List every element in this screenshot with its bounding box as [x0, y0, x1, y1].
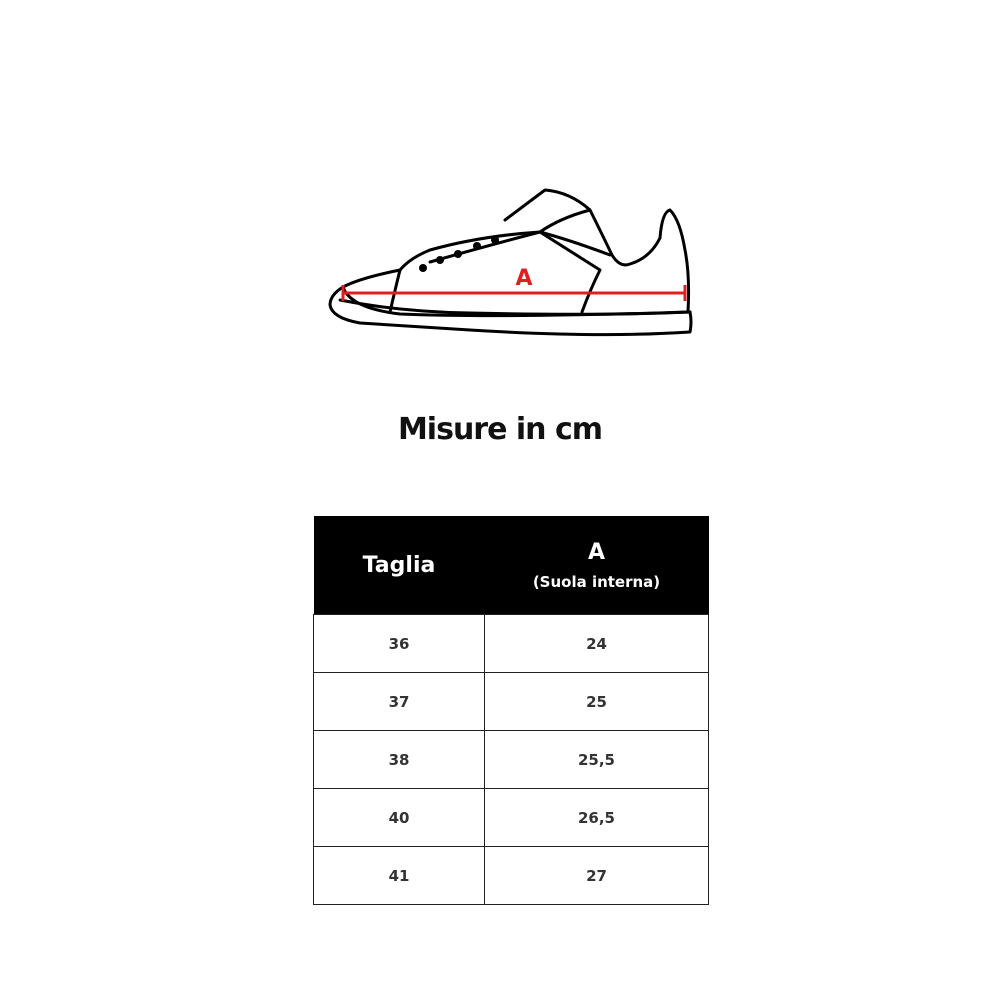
table-row: 38 25,5	[313, 730, 709, 789]
measure-a-line	[341, 285, 687, 301]
size-cell: 38	[313, 730, 485, 789]
table-row: 36 24	[313, 614, 709, 673]
size-cell: 36	[313, 614, 485, 673]
header-a: A (Suola interna)	[484, 516, 709, 615]
table-row: 41 27	[313, 846, 709, 905]
measure-label: A	[515, 266, 532, 291]
table-header: Taglia A (Suola interna)	[313, 516, 709, 615]
size-cell: 41	[313, 846, 485, 905]
a-cell: 25	[484, 672, 709, 731]
a-cell: 25,5	[484, 730, 709, 789]
shoe-diagram: A	[328, 188, 693, 337]
header-a-label: A	[587, 539, 606, 565]
a-cell: 26,5	[484, 788, 709, 847]
table-row: 40 26,5	[313, 788, 709, 847]
header-a-sub: (Suola interna)	[532, 572, 661, 591]
table-row: 37 25	[313, 672, 709, 731]
size-cell: 37	[313, 672, 485, 731]
size-table: Taglia A (Suola interna) 36 24 37 25 38 25,…	[313, 516, 709, 905]
a-cell: 24	[484, 614, 709, 673]
page-title: Misure in cm	[397, 412, 603, 447]
laces	[419, 236, 499, 272]
header-size: Taglia	[313, 516, 485, 615]
shoe-outline	[328, 188, 693, 337]
a-cell: 27	[484, 846, 709, 905]
size-cell: 40	[313, 788, 485, 847]
